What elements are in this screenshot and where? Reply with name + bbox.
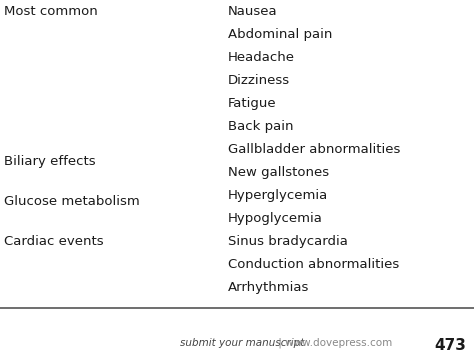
Text: Sinus bradycardia: Sinus bradycardia bbox=[228, 235, 348, 248]
Text: 473: 473 bbox=[434, 338, 466, 353]
Text: Gallbladder abnormalities: Gallbladder abnormalities bbox=[228, 143, 401, 156]
Text: Most common: Most common bbox=[4, 5, 98, 18]
Text: Arrhythmias: Arrhythmias bbox=[228, 281, 310, 294]
Text: Glucose metabolism: Glucose metabolism bbox=[4, 195, 140, 208]
Text: Biliary effects: Biliary effects bbox=[4, 155, 96, 168]
Text: Abdominal pain: Abdominal pain bbox=[228, 28, 332, 41]
Text: Hypoglycemia: Hypoglycemia bbox=[228, 212, 323, 225]
Text: Hyperglycemia: Hyperglycemia bbox=[228, 189, 328, 202]
Text: Dizziness: Dizziness bbox=[228, 74, 290, 87]
Text: New gallstones: New gallstones bbox=[228, 166, 329, 179]
Text: Nausea: Nausea bbox=[228, 5, 278, 18]
Text: submit your manuscript: submit your manuscript bbox=[180, 338, 304, 348]
Text: Conduction abnormalities: Conduction abnormalities bbox=[228, 258, 399, 271]
Text: Headache: Headache bbox=[228, 51, 295, 64]
Text: Back pain: Back pain bbox=[228, 120, 293, 133]
Text: Cardiac events: Cardiac events bbox=[4, 235, 104, 248]
Text: | www.dovepress.com: | www.dovepress.com bbox=[275, 338, 392, 348]
Text: Fatigue: Fatigue bbox=[228, 97, 277, 110]
